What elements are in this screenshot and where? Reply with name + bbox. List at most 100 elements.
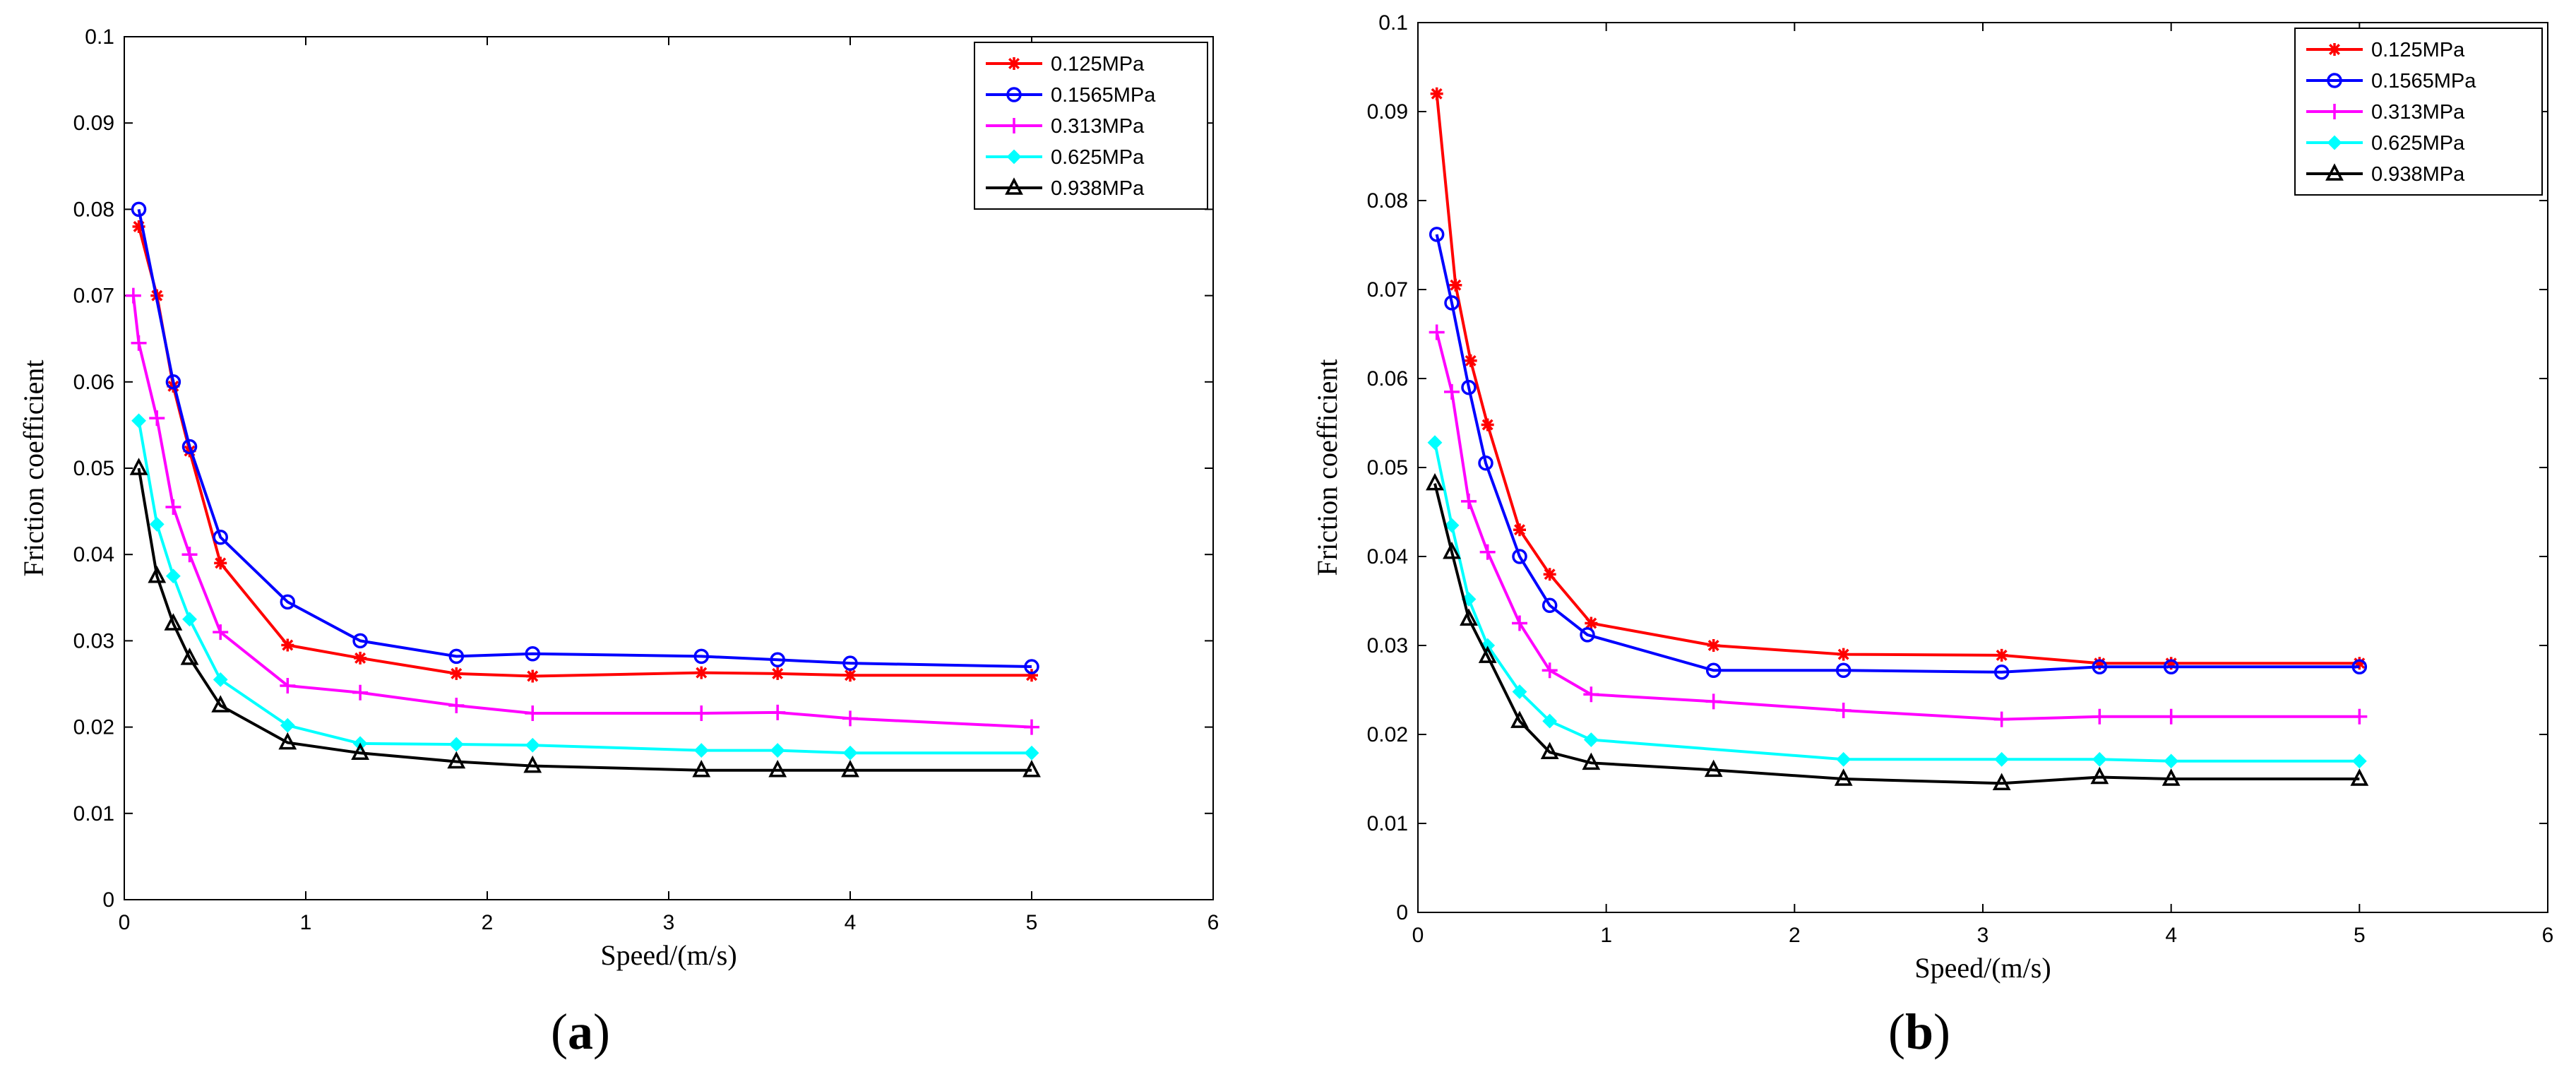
chart-a-series-3-point: [525, 737, 540, 753]
chart-a-series-2-point: [525, 705, 541, 722]
chart-a-series-4-point: [351, 742, 369, 761]
chart-a-series-2-point: [213, 624, 229, 641]
chart-a-series-2-point: [125, 287, 141, 304]
chart-b-series-3-point: [2092, 751, 2107, 767]
chart-b-series-0-point: [1513, 523, 1526, 537]
chart-b-series-0-point: [1543, 568, 1556, 581]
chart-a-ylabel: Friction coefficient: [18, 360, 49, 577]
chart-b-series-2-point: [1705, 693, 1722, 710]
chart-b-series-0-point: [2353, 657, 2366, 670]
chart-a-series-3-point: [182, 612, 197, 627]
chart-b-series-2-point: [2092, 708, 2108, 725]
chart-a-series-4-point: [768, 759, 787, 778]
chart-a-series-2-point: [770, 704, 786, 720]
chart-a-series-0-point: [1025, 669, 1038, 682]
chart-a-series-1-point: [352, 633, 368, 649]
chart-b-legend-label-1: 0.1565MPa: [2371, 70, 2476, 93]
chart-b-series-line-3: [1433, 442, 2360, 763]
chart-a-series-2-point: [165, 499, 181, 515]
chart-a-series-0-point: [526, 669, 539, 683]
chart-a-legend-label-3: 0.625MPa: [1051, 146, 1145, 169]
chart-a-series-4-point: [180, 648, 199, 665]
chart-a-series-4-point: [211, 695, 230, 713]
chart-a-series-1-point: [165, 374, 181, 390]
chart-b-series-2-point: [1583, 686, 1599, 703]
chart-b-series-2-point: [1444, 383, 1460, 400]
chart-b-series-4-point: [2161, 768, 2181, 786]
chart-a-legend-label-1: 0.1565MPa: [1051, 84, 1156, 107]
chart-a-series-2-point: [448, 698, 465, 714]
chart-a-series-3-point: [1024, 745, 1039, 761]
chart-b-series-4-point: [1540, 741, 1559, 759]
chart-a-series-3-point: [165, 568, 181, 584]
chart-b-ytick-label: 0: [1396, 901, 1408, 924]
chart-a-series-2-point: [352, 684, 369, 701]
chart-b-series-4-point: [1704, 759, 1723, 778]
caption-a-open: (: [551, 1003, 568, 1060]
chart-b-xtick-label: 5: [2354, 924, 2366, 947]
chart-b-series-3-point: [2351, 754, 2367, 769]
chart-a-series-4-point: [523, 755, 542, 773]
chart-b-svg: 0 1 2 3 4 5 6 0 0.01 0.02 0.03 0.04 0.05 0.06 0.07 0.08…: [1311, 11, 2553, 984]
chart-a-series-3-point: [842, 745, 858, 761]
chart-b-series-2-point: [1835, 702, 1852, 718]
chart-a-series-0-point: [450, 667, 463, 680]
chart-b-legend-marker-0: [2328, 43, 2341, 56]
chart-a-series-0-point: [281, 638, 294, 652]
chart-b-series-3-point: [1427, 435, 1443, 451]
chart-b-series-0-point: [1995, 648, 2008, 662]
chart-b-series-4-point: [1582, 752, 1601, 770]
chart-b-series-0-point: [1837, 648, 1850, 661]
chart-b-series-4: [1426, 472, 2369, 791]
chart-a-xtick-label: 0: [119, 911, 131, 934]
chart-b-ytick-label: 0.09: [1367, 100, 1408, 124]
chart-a-series-3-point: [770, 743, 785, 758]
chart-a-series-3-point: [280, 717, 295, 733]
caption-b-open: (: [1888, 1003, 1905, 1060]
chart-b-series-0-point: [1449, 278, 1462, 292]
chart-b-series-2-point: [1542, 662, 1558, 679]
chart-b-series-2-point: [2163, 708, 2179, 725]
chart-a-legend-marker-1: [1006, 87, 1022, 102]
chart-b-legend-marker-3: [2327, 135, 2342, 150]
chart-b-series-3-point: [1542, 713, 1558, 729]
chart-a-series-0-point: [132, 220, 145, 233]
chart-a-xtick-label: 6: [1208, 911, 1220, 934]
chart-b-legend-label-0: 0.125MPa: [2371, 39, 2465, 61]
chart-a-ytick-label: 0.06: [73, 371, 114, 394]
chart-b-xtick-label: 3: [1977, 924, 1989, 947]
caption-a: (a): [551, 1003, 610, 1061]
caption-b-close: ): [1933, 1003, 1951, 1060]
chart-a-ytick-label: 0.05: [73, 457, 114, 480]
chart-a-series-line-2: [131, 295, 1032, 729]
chart-a-series-4-point: [148, 565, 167, 583]
chart-a-series-line-1: [137, 209, 1032, 669]
chart-b-series-3-point: [1583, 732, 1599, 747]
chart-b-xtick-label: 2: [1789, 924, 1801, 947]
chart-b-ytick-label: 0.03: [1367, 634, 1408, 657]
chart-b-series-0-point: [1707, 639, 1720, 652]
chart-a-ytick-label: 0.07: [73, 285, 114, 308]
chart-a-svg: 0 1 2 3 4 5 6 0 0.01 0.02 0.03 0.04 0.05 0.06 0.07 0.08…: [18, 25, 1220, 971]
chart-b-ytick-label: 0.06: [1367, 367, 1408, 391]
chart-a-series-1-point: [525, 645, 540, 662]
chart-b-series-1-point: [1478, 455, 1493, 471]
chart-b-series-0-point: [1585, 617, 1598, 630]
chart-b-series-3-point: [1512, 684, 1527, 699]
chart-a-ytick-label: 0.08: [73, 198, 114, 221]
chart-b-series-4-point: [1834, 768, 1853, 786]
chart-b-series-2-point: [1512, 615, 1527, 631]
chart-a-series-2-point: [131, 335, 147, 351]
chart-a-legend-label-2: 0.313MPa: [1051, 115, 1145, 138]
chart-b-series-1: [1429, 227, 2368, 680]
chart-b-series-4-point: [1426, 472, 1444, 491]
chart-a-xtick-label: 3: [663, 911, 675, 934]
chart-b-legend-label-2: 0.313MPa: [2371, 101, 2465, 124]
chart-b-ytick-label: 0.07: [1367, 278, 1408, 302]
chart-b-legend-marker-2: [2327, 104, 2342, 119]
chart-a-series-4-point: [164, 613, 183, 631]
chart-a-series-4-point: [129, 458, 148, 475]
chart-a-series-1-point: [770, 652, 785, 668]
chart-a-series-1-point: [448, 648, 465, 665]
chart-a-legend: 0.125MPa 0.1565MPa 0.313MPa 0.625MPa 0.938MP…: [974, 42, 1208, 210]
